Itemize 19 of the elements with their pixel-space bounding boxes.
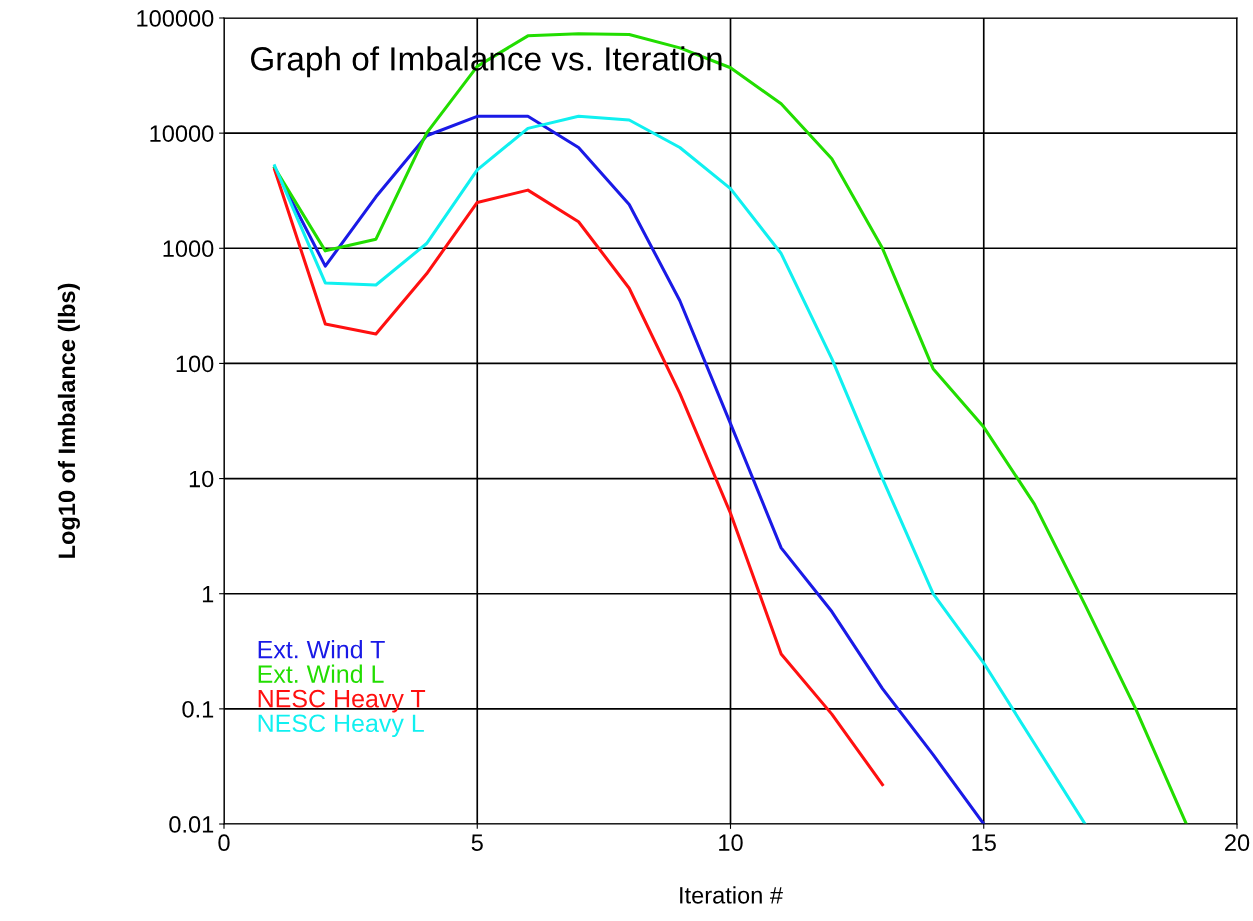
y-tick-label: 1 (202, 586, 214, 603)
text: Ext. Wind L (258, 664, 384, 683)
x-axis-title: Iteration # (680, 886, 783, 904)
x-tick-label: 15 (972, 834, 996, 852)
text: NESC Heavy L (258, 714, 424, 738)
y-tick-label: 0.1 (182, 700, 214, 718)
x-tick-label: 0 (218, 834, 230, 852)
x-tick-label: 10 (719, 834, 743, 852)
y-tick-label: 100 (176, 355, 214, 373)
y-tick-label: 10 (189, 470, 214, 488)
x-tick-label: 5 (471, 834, 483, 852)
text: Ext. Wind T (258, 640, 385, 659)
y-tick-label: 100000 (137, 10, 214, 27)
text: NESC Heavy T (258, 689, 426, 713)
y-tick-label: 0.01 (169, 816, 214, 833)
y-axis-title: Log10 of Imbalance (lbs) (57, 283, 80, 558)
y-tick-label: 1000 (163, 240, 214, 258)
y-tick-label: 10000 (150, 125, 214, 142)
x-tick-label: 20 (1225, 834, 1250, 852)
